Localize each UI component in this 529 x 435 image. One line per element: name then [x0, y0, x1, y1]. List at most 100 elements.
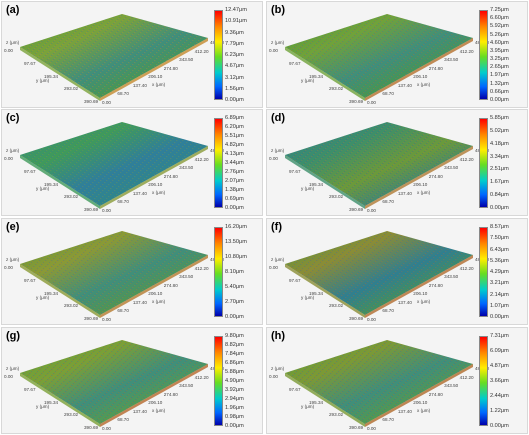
x-tick-label: 68.70: [382, 91, 394, 97]
colorbar-ticks: 7.25μm 6.60μm 5.92μm 5.26μm 4.60μm 3.95μm 3.25…: [490, 7, 527, 103]
colorbar-tick-label: 0.00μm: [490, 97, 509, 103]
y-tick-label: 0.00: [4, 48, 13, 53]
x-tick-label: 412.20: [194, 156, 209, 162]
y-tick-label: 0.00: [269, 374, 278, 379]
y-tick-label: 390.69: [84, 316, 99, 321]
x-tick-label: 412.20: [459, 156, 474, 162]
panel-label: (d): [271, 112, 286, 124]
x-tick-label: 274.80: [428, 65, 443, 71]
colorbar-tick-label: 0.00μm: [225, 97, 244, 103]
y-tick-label: 390.69: [349, 207, 364, 212]
y-tick-label: 97.67: [289, 168, 301, 174]
colorbar-tick-label: 3.66μm: [490, 378, 509, 384]
colorbar-tick-label: 10.80μm: [225, 254, 247, 260]
colorbar-tick-label: 5.36μm: [490, 257, 509, 264]
x-axis-unit: x (μm): [417, 408, 431, 413]
y-tick-label: 195.34: [309, 73, 324, 79]
surface-plot: [20, 231, 208, 318]
z-axis-unit: z (μm): [6, 366, 20, 371]
x-tick-label: 343.50: [444, 165, 459, 171]
x-tick-label: 274.80: [163, 391, 178, 397]
x-tick-label: 343.50: [179, 383, 194, 389]
x-tick-label: 343.50: [179, 165, 194, 171]
colorbar-tick-label: 1.07μm: [490, 302, 509, 309]
colorbar-ticks: 12.47μm 10.91μm 9.36μm 7.79μm 6.23μm 4.67μm 3.…: [225, 7, 262, 103]
colorbar-scale-icon: [479, 227, 488, 317]
x-tick-label: 343.50: [444, 57, 459, 63]
x-tick-label: 412.20: [194, 48, 209, 54]
x-tick-label: 343.50: [179, 57, 194, 63]
colorbar-scale-icon: [214, 118, 223, 208]
colorbar-tick-label: 1.96μm: [225, 405, 244, 411]
y-tick-label: 390.69: [349, 316, 364, 321]
x-tick-label: 206.10: [148, 400, 163, 406]
colorbar-tick-label: 7.84μm: [225, 351, 244, 357]
colorbar-scale-icon: [479, 336, 488, 426]
panel-label: (b): [271, 4, 286, 16]
panel-label: (a): [6, 4, 20, 16]
y-axis-unit: y (μm): [301, 186, 315, 191]
x-tick-label: 0.00: [367, 208, 376, 213]
y-tick-label: 390.69: [84, 99, 99, 104]
x-tick-label: 0.00: [102, 426, 111, 431]
x-tick-label: 0.00: [367, 100, 376, 105]
x-tick-label: 68.70: [117, 91, 129, 97]
panel-label: (h): [271, 330, 286, 342]
y-tick-label: 390.69: [84, 425, 99, 430]
colorbar-ticks: 16.20μm 13.50μm 10.80μm 8.10μm 5.40μm 2.70μm 0…: [225, 224, 262, 320]
x-tick-label: 68.70: [117, 417, 129, 423]
x-tick-label: 412.20: [194, 265, 209, 271]
colorbar-tick-label: 10.91μm: [225, 18, 247, 25]
colorbar-tick-label: 2.07μm: [225, 178, 244, 184]
x-tick-label: 137.40: [132, 82, 147, 88]
x-tick-label: 137.40: [397, 299, 412, 305]
colorbar-tick-label: 0.98μm: [225, 414, 244, 420]
x-tick-label: 206.10: [148, 74, 163, 80]
colorbar-tick-label: 0.84μm: [490, 192, 509, 199]
x-tick-label: 68.70: [382, 308, 394, 314]
y-tick-label: 97.67: [24, 60, 36, 66]
x-tick-label: 274.80: [428, 391, 443, 397]
y-tick-label: 195.34: [44, 399, 59, 405]
y-axis-unit: y (μm): [36, 404, 50, 409]
y-tick-label: 195.34: [44, 73, 59, 79]
colorbar-tick-label: 5.51μm: [225, 133, 244, 139]
y-axis-unit: y (μm): [301, 295, 315, 300]
colorbar-ticks: 7.31μm 6.09μm 4.87μm 3.66μm 2.44μm 1.22μm 0.00…: [490, 333, 527, 429]
x-tick-label: 0.00: [367, 317, 376, 322]
x-tick-label: 412.20: [459, 374, 474, 380]
surface-plot: [20, 340, 208, 427]
colorbar-tick-label: 13.50μm: [225, 239, 247, 245]
colorbar-tick-label: 3.25μm: [490, 56, 509, 63]
z-axis-unit: z (μm): [6, 257, 20, 262]
z-axis-unit: z (μm): [271, 148, 285, 153]
colorbar-tick-label: 7.50μm: [490, 235, 509, 242]
x-tick-label: 343.50: [179, 274, 194, 280]
y-tick-label: 293.02: [64, 303, 79, 309]
x-tick-label: 206.10: [148, 291, 163, 297]
colorbar-tick-label: 3.44μm: [225, 160, 244, 166]
colorbar-tick-label: 0.69μm: [225, 196, 244, 202]
x-tick-label: 274.80: [428, 173, 443, 179]
y-axis-unit: y (μm): [301, 78, 315, 83]
x-tick-label: 68.70: [117, 199, 129, 205]
colorbar-scale-icon: [214, 336, 223, 426]
y-tick-label: 0.00: [269, 48, 278, 53]
colorbar-ticks: 5.85μm 5.02μm 4.18μm 3.34μm 2.51μm 1.67μm 0.84…: [490, 115, 527, 211]
y-axis-unit: y (μm): [36, 186, 50, 191]
x-tick-label: 343.50: [444, 274, 459, 280]
colorbar-tick-label: 4.90μm: [225, 378, 244, 384]
colorbar-tick-label: 2.14μm: [490, 291, 509, 298]
colorbar-tick-label: 7.79μm: [225, 40, 244, 47]
x-tick-label: 137.40: [397, 190, 412, 196]
colorbar-tick-label: 4.82μm: [225, 142, 244, 148]
colorbar-tick-label: 4.13μm: [225, 151, 244, 157]
x-axis-unit: x (μm): [417, 299, 431, 304]
colorbar-tick-label: 5.85μm: [490, 115, 509, 121]
colorbar-tick-label: 3.95μm: [490, 47, 509, 54]
y-tick-label: 97.67: [24, 277, 36, 283]
colorbar-tick-label: 1.22μm: [490, 408, 509, 414]
